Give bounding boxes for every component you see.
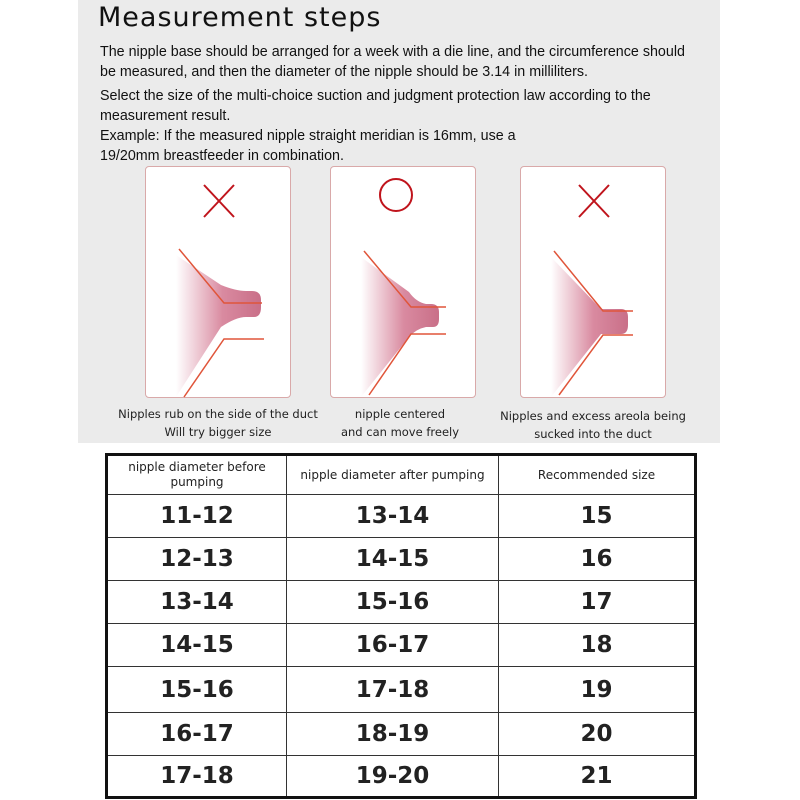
header-recommended: Recommended size [498,454,696,495]
cell-before: 17-18 [106,755,287,798]
table-row: 12-13 14-15 16 [106,537,696,581]
circle-icon [379,178,413,212]
table-row: 13-14 15-16 17 [106,580,696,624]
caption-line: sucked into the duct [534,427,652,441]
cell-size: 19 [498,666,696,713]
table-row: 11-12 13-14 15 [106,494,696,538]
cross-icon [203,184,235,218]
cell-size: 21 [498,755,696,798]
example-paragraph: Example: If the measured nipple straight… [100,128,516,164]
cell-after: 15-16 [286,580,499,624]
instruction-paragraph: The nipple base should be arranged for a… [100,44,685,80]
cell-size: 18 [498,623,696,667]
cell-size: 17 [498,580,696,624]
table-row: 15-16 17-18 19 [106,666,696,713]
cell-after: 19-20 [286,755,499,798]
cell-after: 17-18 [286,666,499,713]
caption-too-small: Nipples rub on the side of the duct Will… [100,405,336,441]
cell-size: 16 [498,537,696,581]
cell-after: 13-14 [286,494,499,538]
table-row: 16-17 18-19 20 [106,712,696,756]
caption-line: and can move freely [340,425,460,439]
flange-illustration [551,184,633,397]
table-header: nipple diameter before pumping nipple di… [106,454,696,495]
flange-outline [178,248,264,398]
cell-size: 15 [498,494,696,538]
flange-illustration [361,178,446,397]
size-table: nipple diameter before pumping nipple di… [105,453,697,799]
table-row: 14-15 16-17 18 [106,623,696,667]
caption-line: nipple centered [354,407,446,421]
header-after: nipple diameter after pumping [286,454,499,495]
caption-correct: nipple centered and can move freely [320,405,480,441]
nipple-shape [551,257,628,397]
caption-line: Will try bigger size [164,425,272,439]
cell-after: 18-19 [286,712,499,756]
cross-icon [578,184,610,218]
illustration-card-too-large [520,166,666,398]
table-row: 17-18 19-20 21 [106,755,696,798]
flange-outline [553,250,633,396]
illustration-card-correct [330,166,476,398]
cell-before: 15-16 [106,666,287,713]
cell-before: 14-15 [106,623,287,667]
cell-after: 14-15 [286,537,499,581]
page-title: Measurement steps [98,2,382,33]
flange-illustration [176,184,264,398]
caption-line: Nipples rub on the side of the duct [118,407,318,421]
caption-too-large: Nipples and excess areola being sucked i… [486,407,700,443]
header-before: nipple diameter before pumping [106,454,287,495]
nipple-shape [361,257,439,397]
cell-size: 20 [498,712,696,756]
cell-after: 16-17 [286,623,499,667]
illustration-card-too-small [145,166,291,398]
flange-outline [363,250,446,396]
cell-before: 11-12 [106,494,287,538]
instruction-paragraph: Select the size of the multi-choice suct… [100,88,651,124]
cell-before: 12-13 [106,537,287,581]
caption-line: Nipples and excess areola being [500,409,686,423]
cell-before: 16-17 [106,712,287,756]
nipple-shape [176,255,261,397]
cell-before: 13-14 [106,580,287,624]
